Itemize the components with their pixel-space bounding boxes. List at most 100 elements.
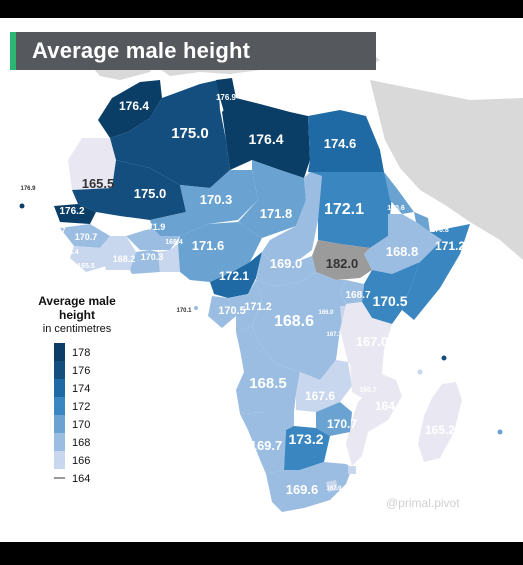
- label-ghana: 170.3: [141, 252, 164, 262]
- legend-swatch: [54, 477, 65, 479]
- label-ivory-coast: 168.2: [113, 254, 136, 264]
- region-south-africa: [266, 462, 352, 512]
- label-madagascar: 165.2: [425, 423, 455, 437]
- label-tunisia: 176.9: [216, 93, 237, 102]
- label-eritrea: 170.6: [387, 205, 405, 212]
- legend-tick-label: 168: [72, 437, 91, 449]
- legend-title: Average male height: [38, 294, 116, 322]
- label-western-sahara: 165.5: [82, 176, 115, 191]
- region-burkina: [126, 228, 180, 250]
- label-congo: 171.2: [244, 301, 272, 313]
- label-sao-tome: 170.1: [176, 308, 192, 314]
- label-chad: 169.0: [270, 256, 303, 271]
- region-sao-tome: [194, 306, 198, 310]
- label-zambia: 167.6: [305, 389, 335, 403]
- label-cape-verde: 176.9: [20, 186, 36, 192]
- region-congo: [228, 280, 262, 332]
- region-drc: [252, 272, 346, 380]
- legend: Average male height in centimetres 178 17…: [22, 294, 134, 485]
- region-eswatini: [348, 466, 356, 474]
- label-comoros: 167.7: [424, 372, 440, 378]
- label-gambia: 168.4: [34, 218, 50, 224]
- region-mali: [150, 170, 258, 236]
- region-kenya: [362, 262, 420, 324]
- map-frame: 176.4 176.9 175.0 176.4 174.6 165.5 175.…: [0, 18, 523, 542]
- region-western-sahara: [68, 138, 116, 190]
- legend-swatch: [54, 397, 65, 415]
- region-morocco: [98, 80, 162, 138]
- label-somalia: 171.2: [435, 239, 465, 253]
- region-madagascar: [418, 382, 462, 462]
- region-comoros: [417, 369, 423, 375]
- region-ethiopia: [364, 214, 442, 274]
- region-guinea: [60, 224, 110, 248]
- region-somalia: [402, 224, 470, 320]
- region-cape-verde: [19, 203, 25, 209]
- label-burundi: 167.1: [326, 332, 342, 338]
- label-lesotho: 167.9: [326, 486, 342, 492]
- region-tanzania: [340, 302, 392, 378]
- title-accent-bar: [10, 32, 16, 70]
- label-burkina: 171.9: [143, 222, 166, 232]
- legend-step: 166: [54, 451, 134, 471]
- legend-swatch: [54, 343, 65, 361]
- label-namibia: 169.7: [250, 438, 283, 453]
- region-ivory-coast: [100, 236, 136, 270]
- label-sudan: 172.1: [324, 201, 364, 218]
- label-benin: 170.1: [160, 276, 176, 282]
- label-senegal: 176.2: [59, 206, 84, 217]
- region-namibia: [240, 412, 294, 474]
- legend-step: 174: [54, 379, 134, 399]
- label-algeria: 175.0: [171, 125, 209, 142]
- region-cameroon: [210, 252, 262, 298]
- region-ghana: [130, 250, 160, 274]
- page-title: Average male height: [32, 38, 251, 63]
- legend-subtitle: in centimetres: [42, 323, 112, 335]
- legend-swatch: [54, 415, 65, 433]
- region-libya: [222, 98, 310, 178]
- label-sierra-leone: 166.4: [61, 249, 79, 256]
- region-senegal: [54, 204, 96, 224]
- label-south-africa: 169.6: [286, 482, 319, 497]
- label-mauritania: 175.0: [134, 186, 167, 201]
- region-lesotho: [326, 480, 338, 492]
- label-malawi: 165.7: [359, 387, 377, 394]
- top-black-bar: [0, 0, 523, 18]
- region-malawi: [350, 362, 364, 398]
- legend-tick-label: 172: [72, 401, 91, 413]
- label-angola: 168.5: [249, 375, 287, 392]
- region-south-sudan: [312, 240, 372, 280]
- region-gabon: [208, 296, 236, 328]
- label-tanzania: 167.0: [356, 334, 389, 349]
- label-zimbabwe: 170.7: [327, 417, 357, 431]
- legend-tick-label: 170: [72, 419, 91, 431]
- region-mauritius: [497, 429, 503, 435]
- label-egypt: 174.6: [324, 136, 357, 151]
- label-guinea: 170.7: [75, 232, 98, 242]
- legend-tick-label: 164: [72, 473, 91, 485]
- label-guinea-bissau: 168.7: [50, 228, 66, 234]
- legend-step: 172: [54, 397, 134, 417]
- label-kenya: 170.5: [372, 293, 407, 309]
- label-nigeria: 171.6: [192, 238, 225, 253]
- label-eq-guinea: 168.2: [198, 290, 214, 296]
- legend-step: 178: [54, 343, 134, 363]
- label-niger: 171.8: [260, 206, 293, 221]
- label-libya: 176.4: [248, 131, 283, 147]
- legend-tick-label: 166: [72, 455, 91, 467]
- watermark: @primal.pivot: [386, 496, 460, 510]
- middle-east-landmass: [370, 80, 523, 260]
- label-rwanda: 166.0: [318, 310, 334, 316]
- label-seychelles: 175.9: [448, 358, 464, 364]
- label-mauritius: 170.0: [502, 432, 518, 438]
- label-eswatini: 169.4: [358, 468, 374, 474]
- region-egypt: [308, 110, 384, 172]
- region-eritrea: [384, 172, 414, 214]
- region-djibouti: [414, 212, 430, 232]
- legend-scale: 178 176 174 172 170 168 166 164: [54, 343, 134, 485]
- legend-swatch: [54, 379, 65, 397]
- label-mozambique: 164.3: [375, 399, 405, 413]
- region-uganda: [340, 280, 364, 304]
- region-zambia: [296, 360, 352, 412]
- legend-tick-label: 176: [72, 365, 91, 377]
